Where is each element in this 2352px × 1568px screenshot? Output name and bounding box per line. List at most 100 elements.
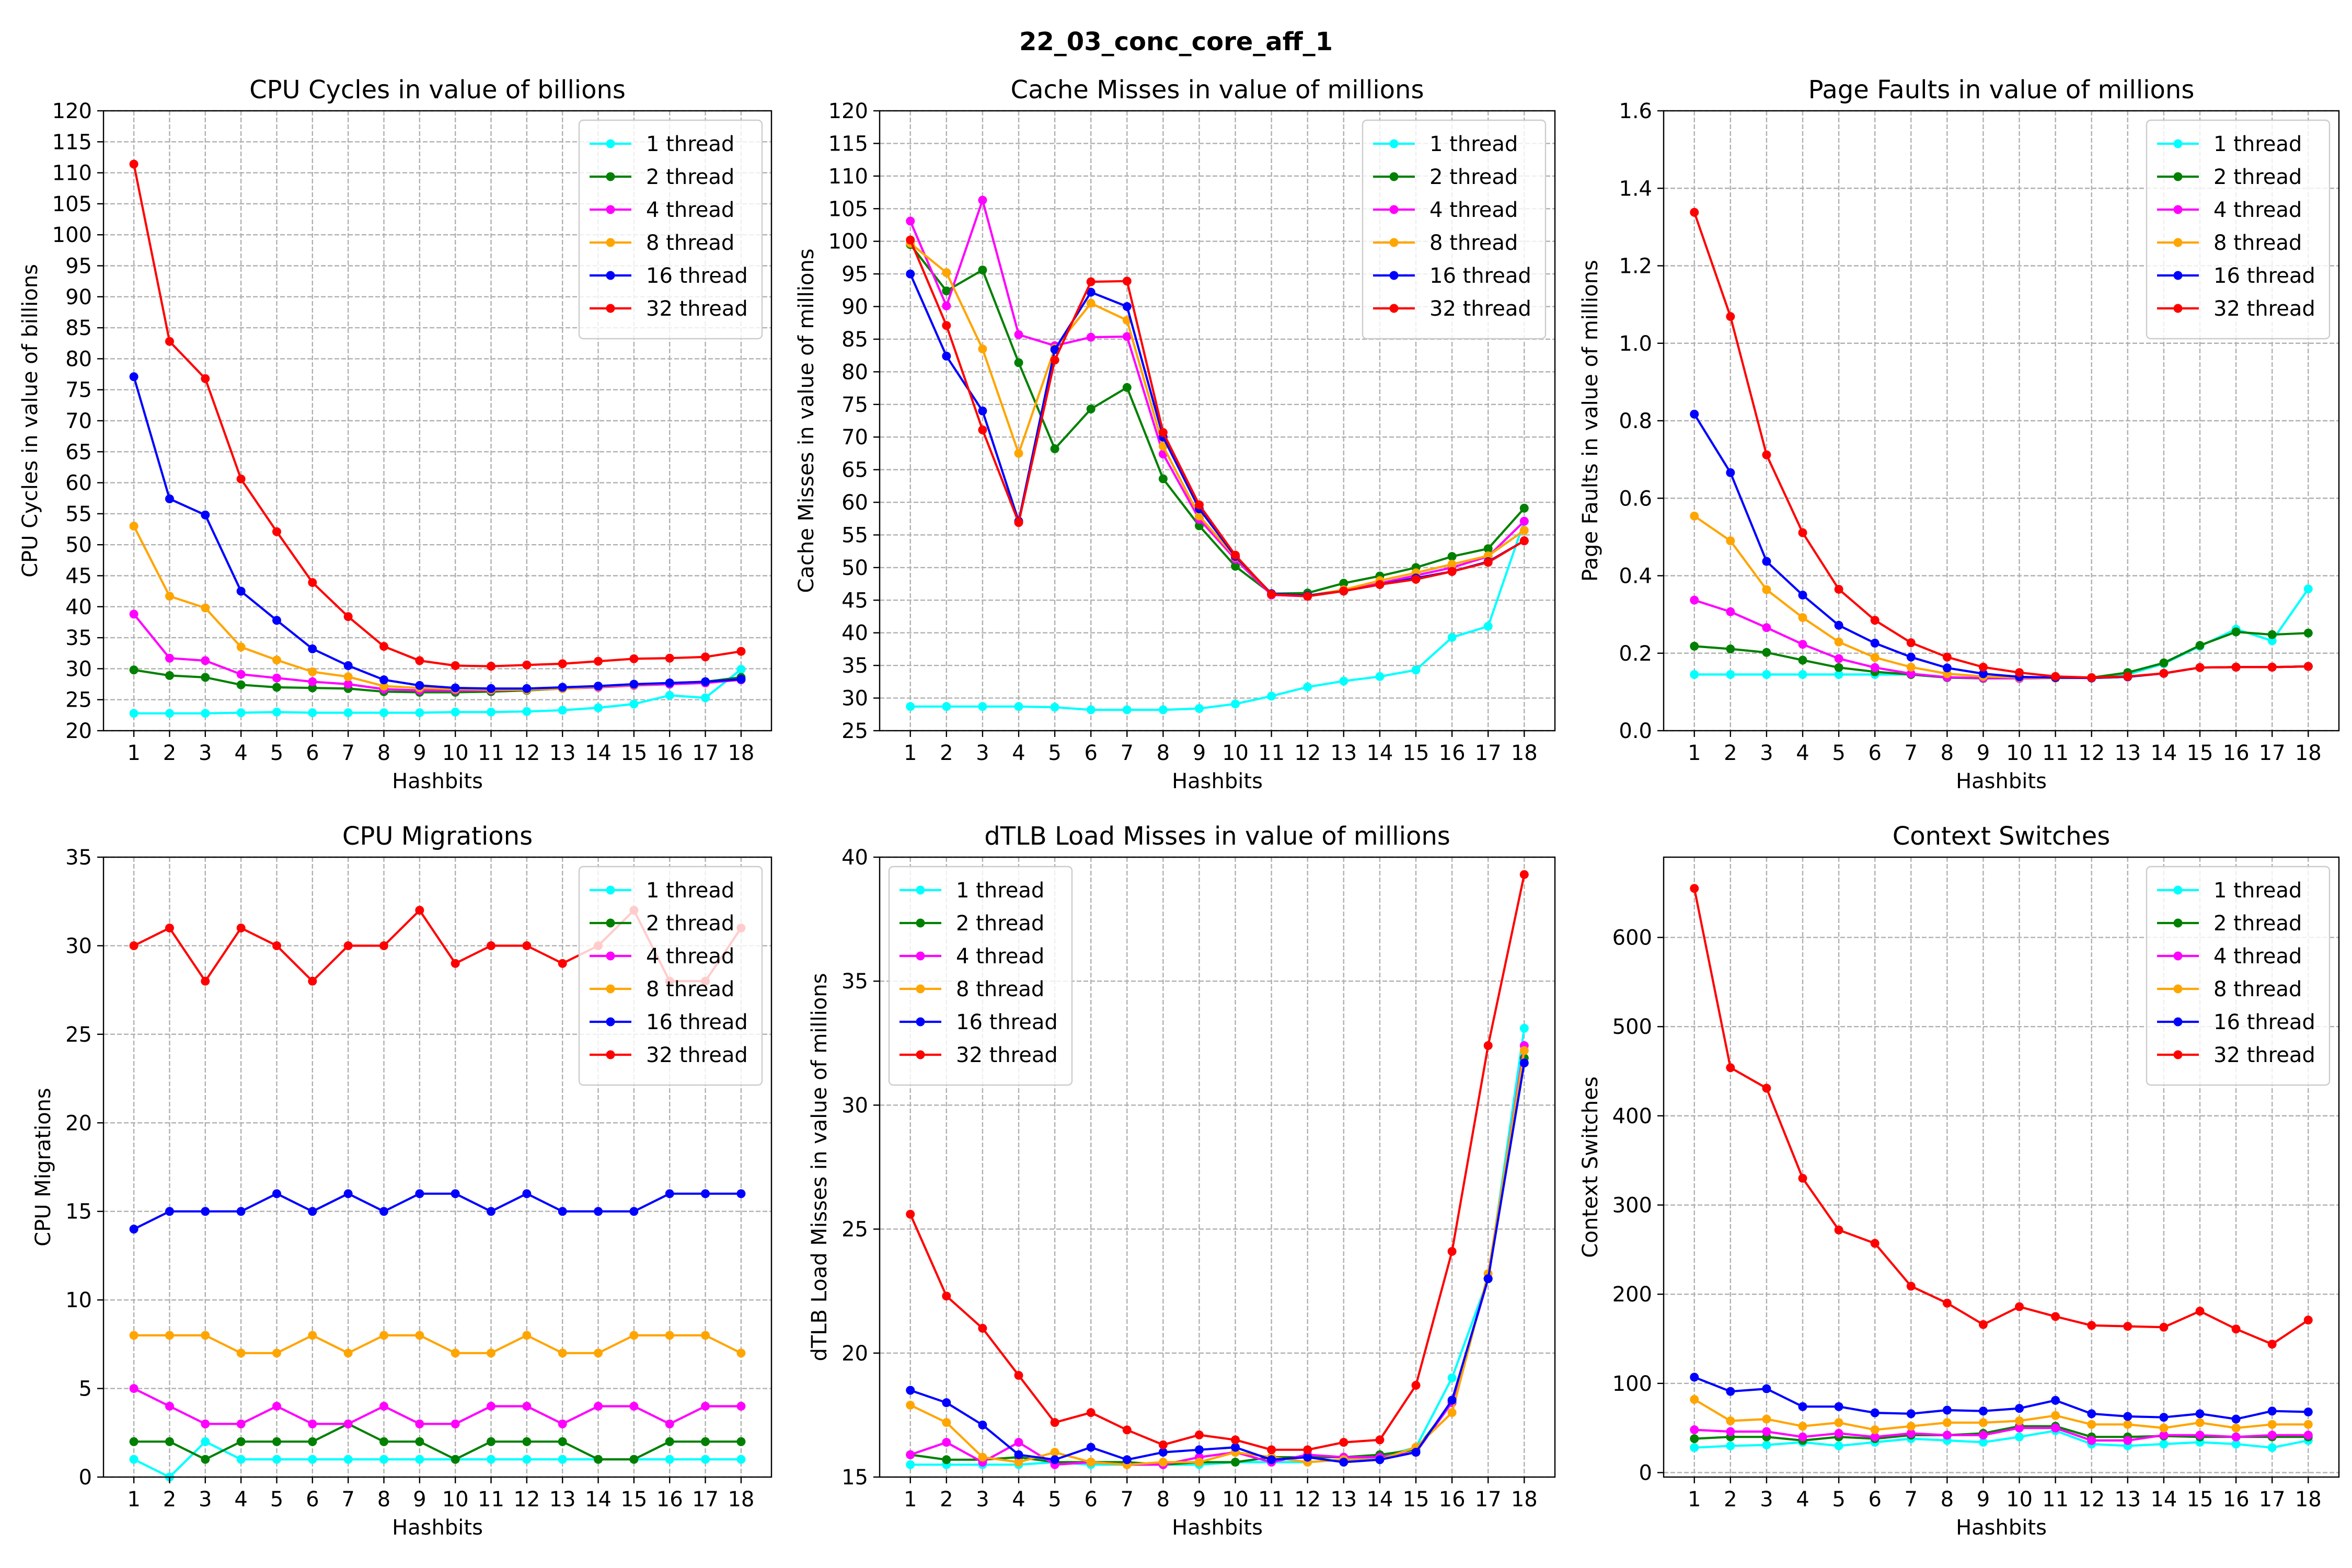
legend-label: 4 thread: [646, 198, 734, 222]
data-point: [236, 670, 246, 679]
data-point: [1834, 620, 1843, 630]
data-point: [1942, 1405, 1952, 1415]
data-point: [1014, 518, 1023, 527]
data-point: [906, 702, 915, 711]
data-point: [379, 642, 388, 651]
legend-label: 16 thread: [646, 264, 748, 288]
x-tick-label: 8: [1157, 1488, 1170, 1512]
data-point: [308, 1419, 317, 1428]
data-point: [308, 976, 317, 986]
data-point: [736, 1437, 746, 1446]
legend-box: [578, 119, 763, 340]
x-tick-label: 2: [163, 1488, 176, 1512]
data-point: [2159, 1322, 2169, 1332]
data-point: [1267, 1445, 1276, 1455]
data-point: [201, 510, 210, 520]
data-point: [978, 425, 987, 434]
legend-swatch-marker: [916, 918, 925, 928]
data-point: [1798, 1173, 1807, 1183]
x-tick-label: 18: [2295, 741, 2322, 765]
data-point: [1834, 1428, 1843, 1438]
data-point: [1231, 1443, 1240, 1452]
data-point: [236, 1419, 246, 1428]
data-point: [379, 1331, 388, 1340]
data-point: [1726, 312, 1735, 321]
data-point: [2303, 1316, 2313, 1325]
x-tick-label: 13: [1330, 741, 1357, 765]
data-point: [1014, 1438, 1023, 1447]
data-point: [308, 1437, 317, 1446]
legend-label: 16 thread: [2213, 264, 2315, 288]
data-point: [308, 1331, 317, 1340]
data-point: [2087, 673, 2096, 682]
data-point: [1483, 544, 1493, 554]
data-point: [379, 1455, 388, 1464]
data-point: [272, 1348, 281, 1358]
y-axis-label: Cache Misses in value of millions: [794, 248, 818, 593]
data-point: [379, 1437, 388, 1446]
y-tick-label: 20: [65, 719, 92, 743]
series-line-4-thread: [909, 199, 1525, 597]
data-point: [1447, 1373, 1457, 1382]
data-point: [343, 941, 353, 950]
data-point: [1447, 1247, 1457, 1256]
data-point: [2303, 1420, 2313, 1429]
x-tick-label: 8: [377, 741, 390, 765]
data-point: [451, 959, 460, 968]
x-tick-label: 8: [1157, 741, 1170, 765]
data-point: [2231, 627, 2241, 637]
x-tick-label: 12: [2078, 741, 2105, 765]
data-point: [2195, 1409, 2205, 1419]
data-point: [522, 1437, 532, 1446]
y-tick-label: 60: [65, 471, 92, 495]
y-tick-label: 120: [828, 99, 868, 123]
y-tick-label: 85: [65, 316, 92, 340]
data-point: [1870, 638, 1880, 648]
x-tick-label: 10: [442, 1488, 469, 1512]
data-point: [379, 675, 388, 685]
data-point: [129, 1455, 139, 1464]
data-point: [379, 708, 388, 718]
x-tick-label: 9: [413, 741, 426, 765]
chart-title: Page Faults in value of millions: [1808, 75, 2195, 105]
x-tick-label: 3: [1760, 1488, 1773, 1512]
data-point: [1339, 1438, 1348, 1447]
data-point: [1519, 526, 1529, 535]
data-point: [942, 268, 951, 278]
data-point: [1014, 448, 1023, 458]
data-point: [522, 684, 532, 693]
data-point: [2015, 668, 2024, 677]
plot-frame: [879, 856, 1556, 1478]
data-point: [1122, 1425, 1132, 1435]
data-point: [2159, 668, 2169, 678]
y-tick-label: 30: [841, 687, 868, 711]
x-tick-label: 6: [1868, 741, 1881, 765]
data-point: [272, 707, 281, 717]
chart-panel-1: 1 2 3 4 5 6 7 8 9 10 11 12 13 14 15 16 17 182025303540455…: [18, 75, 773, 793]
legend-swatch-marker: [2173, 984, 2183, 994]
x-tick-label: 14: [1366, 1488, 1393, 1512]
data-point: [522, 1455, 532, 1464]
data-point: [201, 976, 210, 986]
x-tick-label: 4: [234, 1488, 247, 1512]
data-point: [129, 1225, 139, 1234]
x-tick-label: 10: [1222, 1488, 1249, 1512]
data-point: [978, 266, 987, 275]
data-point: [415, 906, 424, 915]
y-tick-label: 0.2: [1619, 642, 1652, 666]
series-line-32-thread: [133, 164, 742, 667]
data-point: [1050, 702, 1059, 712]
y-axis-label: Context Switches: [1578, 1076, 1602, 1258]
data-point: [1014, 1450, 1023, 1459]
x-tick-label: 18: [728, 1488, 754, 1512]
legend-swatch-marker: [2173, 1050, 2183, 1059]
data-point: [1942, 1298, 1952, 1308]
data-point: [1014, 702, 1023, 711]
legend-label: 8 thread: [2213, 231, 2302, 255]
x-tick-label: 4: [1796, 741, 1809, 765]
legend-label: 32 thread: [1429, 297, 1531, 321]
y-tick-label: 55: [65, 502, 92, 526]
x-tick-label: 15: [2187, 1488, 2213, 1512]
x-tick-label: 7: [1121, 741, 1134, 765]
data-point: [1906, 1282, 1916, 1291]
